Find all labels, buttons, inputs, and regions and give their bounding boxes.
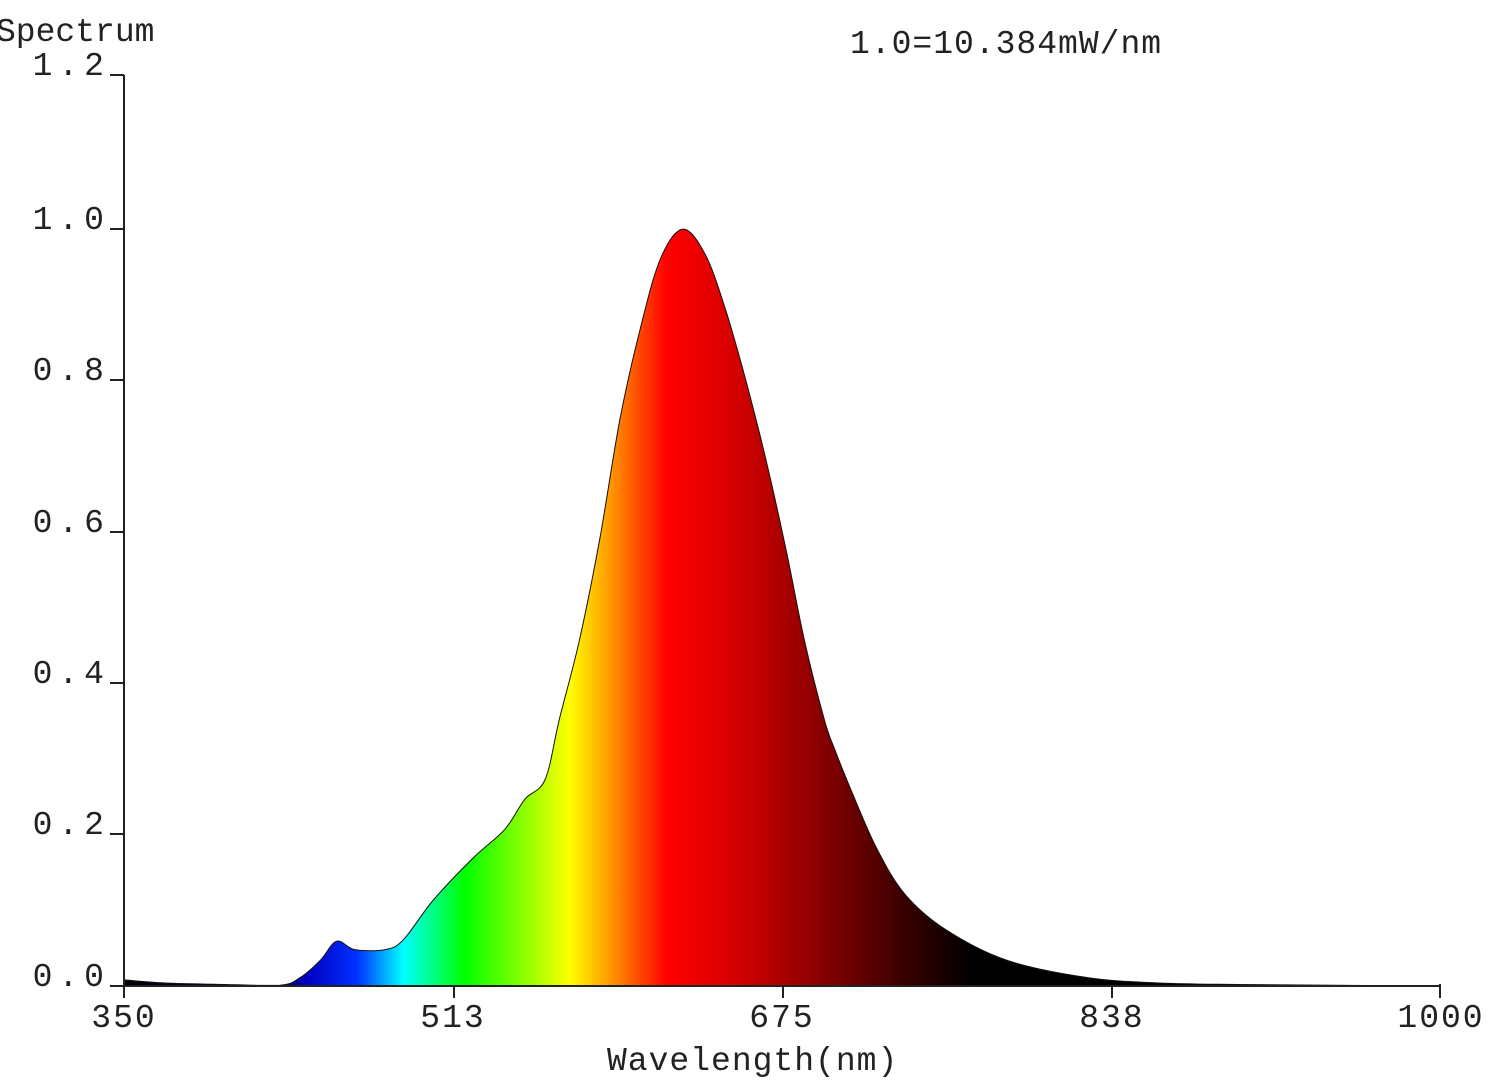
scale-annotation: 1.0=10.384mW/nm [850,26,1163,63]
y-axis-label: Spectrum [0,14,155,51]
y-tick-label: 0.4 [32,656,110,693]
y-tick-label: 0.8 [32,353,110,390]
x-axis-label: Wavelength(nm) [607,1043,899,1080]
y-tick-label: 1.0 [32,202,110,239]
axes [110,74,1441,998]
x-tick-label: 1000 [1397,1000,1485,1037]
x-tick-label: 838 [1079,1000,1145,1037]
spectrum-area [123,228,1441,987]
y-tick-label: 0.0 [32,959,110,996]
y-tick-label: 0.6 [32,505,110,542]
x-tick-label: 513 [420,1000,486,1037]
x-tick-label: 675 [749,1000,815,1037]
x-tick-label: 350 [91,1000,157,1037]
y-tick-label: 0.2 [32,807,110,844]
y-tick-label: 1.2 [32,48,110,85]
